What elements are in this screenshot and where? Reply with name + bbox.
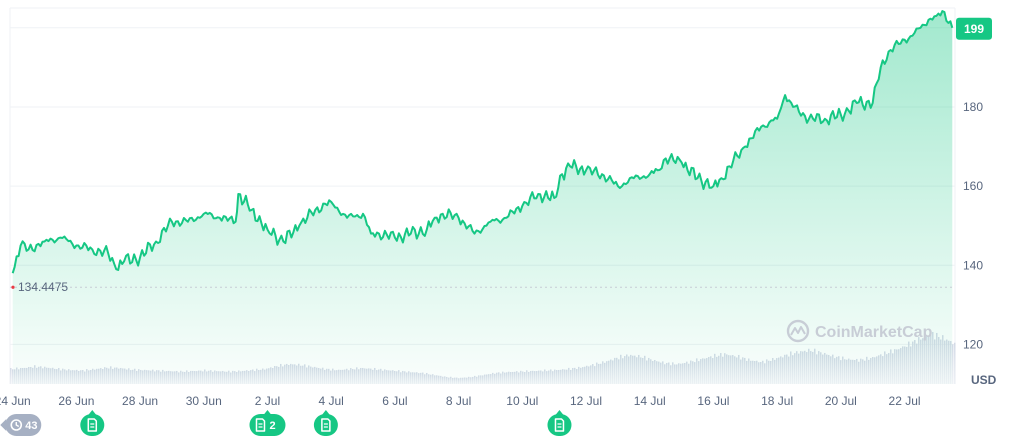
- event-badges[interactable]: 43 2: [0, 410, 572, 436]
- x-tick-label: 12 Jul: [570, 394, 602, 408]
- y-tick-label: 180: [963, 100, 983, 114]
- price-line[interactable]: [11, 10, 954, 274]
- current-price-value: 199: [964, 22, 984, 36]
- x-tick-label: 14 Jul: [634, 394, 666, 408]
- clock-icon: [10, 419, 23, 431]
- badge-bg: [249, 414, 286, 436]
- x-tick-label: 2 Jul: [255, 394, 280, 408]
- document-icon: [87, 418, 98, 432]
- x-tick-label: 6 Jul: [382, 394, 407, 408]
- x-tick-label: 22 Jul: [889, 394, 921, 408]
- volume-bar: [954, 342, 956, 384]
- baseline-marker: [11, 285, 15, 289]
- y-tick-label: 140: [963, 258, 983, 272]
- coinmarketcap-watermark: CoinMarketCap: [786, 319, 933, 343]
- badge-count: 2: [269, 420, 275, 432]
- x-axis-ticks: 24 Jun 26 Jun 28 Jun 30 Jun 2 Jul 4 Jul 6 Jul 8…: [0, 394, 921, 408]
- watermark-text: CoinMarketCap: [815, 324, 933, 341]
- badge-bg: [5, 414, 42, 436]
- document-icon: [255, 418, 266, 432]
- badge-pointer: [555, 410, 564, 415]
- current-price-tag-bg: [956, 17, 992, 40]
- y-axis-ticks: 120 140 160 180: [963, 100, 983, 351]
- x-tick-label: 8 Jul: [446, 394, 471, 408]
- y-tick-label: 160: [963, 179, 983, 193]
- news-event-badge[interactable]: [313, 410, 338, 436]
- x-tick-label: 24 Jun: [0, 394, 31, 408]
- badge-pointer: [88, 410, 97, 415]
- volume-bar: [10, 368, 12, 384]
- history-badge[interactable]: 43: [0, 414, 42, 436]
- baseline-label: 134.4475: [18, 280, 68, 294]
- volume-bar: [952, 344, 954, 384]
- badge-pointer: [263, 410, 272, 415]
- news-event-badge[interactable]: [547, 410, 572, 436]
- x-tick-label: 30 Jun: [186, 394, 222, 408]
- coinmarketcap-logo-icon: [786, 319, 810, 343]
- badge-pointer: [0, 419, 7, 431]
- document-icon: [554, 418, 565, 432]
- x-tick-label: 16 Jul: [697, 394, 729, 408]
- badge-bg: [313, 414, 338, 436]
- x-tick-label: 10 Jul: [506, 394, 538, 408]
- x-tick-label: 28 Jun: [122, 394, 158, 408]
- document-icon: [321, 418, 331, 432]
- price-area-fill: [12, 11, 953, 384]
- news-event-badge[interactable]: [80, 410, 105, 436]
- current-price-tag: 199: [956, 17, 992, 40]
- x-tick-label: 26 Jun: [58, 394, 94, 408]
- currency-unit-label: USD: [971, 373, 997, 387]
- coinmarketcap-logo-mark: [790, 326, 806, 336]
- y-tick-label: 120: [963, 337, 983, 351]
- x-tick-label: 18 Jul: [761, 394, 793, 408]
- badge-bg: [547, 414, 572, 436]
- badge-pointer: [321, 410, 330, 415]
- badge-count: 43: [25, 420, 37, 432]
- badge-bg: [80, 414, 105, 436]
- news-event-badge[interactable]: 2: [249, 410, 286, 436]
- x-tick-label: 4 Jul: [319, 394, 344, 408]
- x-tick-label: 20 Jul: [825, 394, 857, 408]
